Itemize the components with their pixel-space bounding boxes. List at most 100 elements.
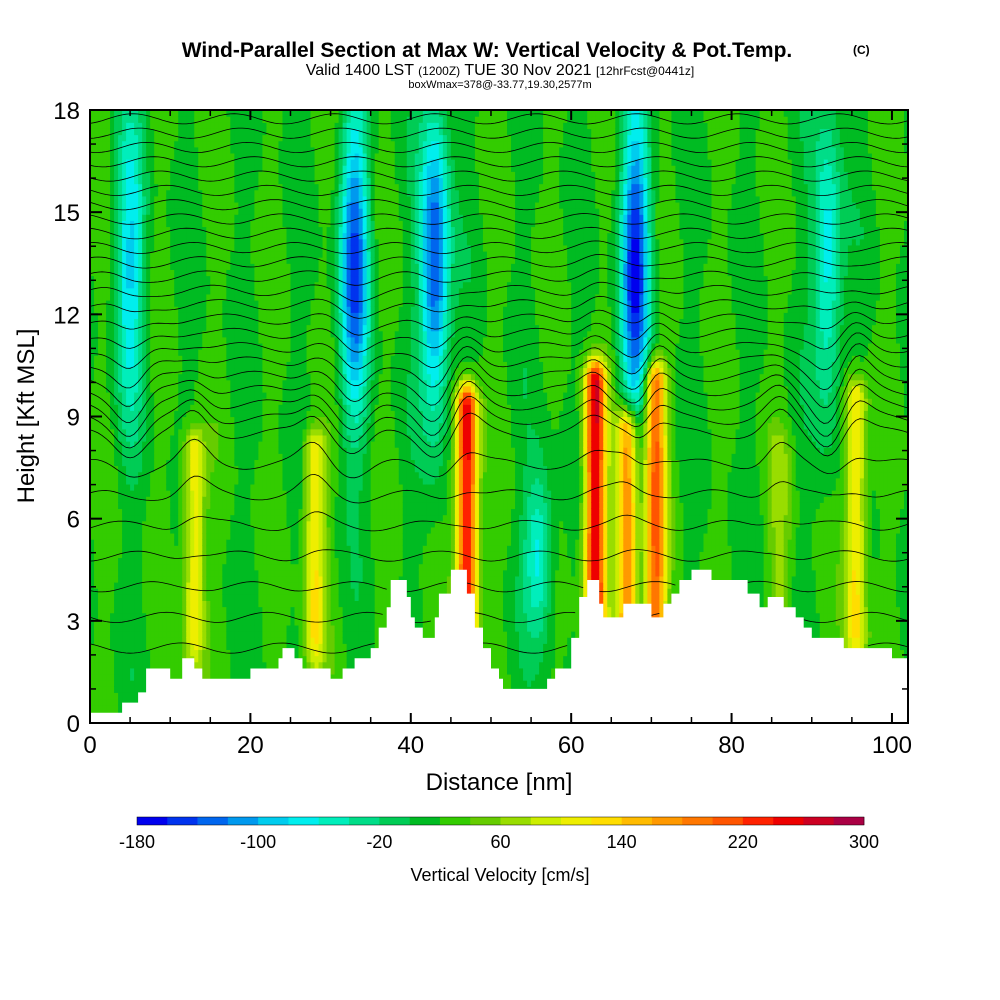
heatmap-cell — [166, 612, 171, 620]
heatmap-cell — [266, 594, 272, 601]
heatmap-cell — [198, 588, 203, 595]
heatmap-cell — [238, 441, 243, 448]
heatmap-cell — [90, 226, 95, 234]
heatmap-cell — [198, 134, 203, 142]
heatmap-cell — [166, 287, 171, 295]
heatmap-cell — [150, 520, 155, 528]
heatmap-cell — [270, 293, 276, 301]
heatmap-cell — [134, 624, 139, 632]
heatmap-cell — [186, 477, 191, 485]
heatmap-cell — [262, 582, 268, 589]
heatmap-cell — [226, 159, 231, 166]
heatmap-cell — [170, 257, 175, 264]
heatmap-cell — [150, 637, 155, 644]
heatmap-cell — [158, 612, 163, 620]
heatmap-cell — [130, 226, 135, 234]
heatmap-cell — [278, 152, 284, 160]
heatmap-cell — [126, 490, 131, 497]
heatmap-cell — [234, 606, 239, 614]
heatmap-cell — [274, 189, 280, 197]
heatmap-cell — [246, 612, 251, 620]
heatmap-cell — [254, 459, 260, 467]
heatmap-cell — [190, 195, 195, 203]
heatmap-cell — [98, 483, 103, 491]
heatmap-cell — [266, 563, 272, 571]
heatmap-cell — [202, 545, 207, 552]
heatmap-cell — [138, 306, 143, 313]
heatmap-cell — [262, 373, 268, 381]
heatmap-cell — [254, 649, 260, 657]
heatmap-cell — [266, 330, 272, 338]
heatmap-cell — [166, 428, 171, 436]
heatmap-cell — [270, 349, 276, 356]
heatmap-cell — [142, 263, 147, 270]
heatmap-cell — [114, 373, 119, 381]
heatmap-cell — [278, 508, 284, 516]
heatmap-cell — [202, 128, 207, 136]
heatmap-cell — [126, 257, 131, 264]
heatmap-cell — [218, 569, 223, 577]
heatmap-cell — [182, 330, 187, 338]
heatmap-cell — [246, 140, 251, 148]
heatmap-cell — [102, 263, 107, 270]
heatmap-cell — [150, 612, 155, 620]
heatmap-cell — [238, 588, 243, 595]
heatmap-cell — [126, 165, 131, 172]
heatmap-cell — [122, 165, 127, 172]
heatmap-cell — [174, 459, 179, 467]
heatmap-cell — [162, 526, 167, 534]
heatmap-cell — [126, 110, 131, 117]
heatmap-cell — [90, 551, 95, 559]
heatmap-cell — [186, 159, 191, 166]
heatmap-cell — [94, 312, 99, 320]
heatmap-cell — [146, 483, 151, 491]
heatmap-cell — [262, 300, 268, 307]
heatmap-cell — [162, 661, 167, 669]
heatmap-cell — [110, 673, 115, 681]
heatmap-cell — [150, 471, 155, 479]
heatmap-cell — [282, 465, 288, 473]
heatmap-cell — [170, 367, 175, 375]
heatmap-cell — [154, 471, 159, 479]
heatmap-cell — [202, 226, 207, 234]
heatmap-cell — [194, 557, 199, 565]
heatmap-cell — [270, 379, 276, 387]
heatmap-cell — [154, 122, 159, 129]
heatmap-cell — [226, 342, 231, 350]
heatmap-cell — [182, 220, 187, 228]
heatmap-cell — [198, 508, 203, 516]
heatmap-cell — [150, 257, 155, 264]
heatmap-cell — [210, 569, 215, 577]
heatmap-cell — [266, 624, 272, 632]
heatmap-cell — [154, 434, 159, 442]
heatmap-cell — [162, 441, 167, 448]
heatmap-cell — [266, 324, 272, 332]
heatmap-cell — [150, 140, 155, 148]
heatmap-cell — [206, 502, 211, 510]
heatmap-cell — [154, 551, 159, 559]
heatmap-cell — [162, 122, 167, 129]
heatmap-cell — [106, 698, 111, 706]
heatmap-cell — [238, 349, 243, 356]
heatmap-cell — [138, 152, 143, 160]
heatmap-cell — [158, 312, 163, 320]
heatmap-cell — [266, 159, 272, 166]
heatmap-cell — [218, 490, 223, 497]
heatmap-cell — [126, 159, 131, 166]
heatmap-cell — [134, 330, 139, 338]
heatmap-cell — [94, 293, 99, 301]
heatmap-cell — [122, 318, 127, 326]
heatmap-cell — [218, 324, 223, 332]
box-info-subtitle: boxWmax=378@-33.77,19.30,2577m — [408, 79, 591, 91]
heatmap-cell — [146, 404, 151, 411]
heatmap-cell — [166, 183, 171, 191]
heatmap-cell — [222, 526, 227, 534]
heatmap-cell — [126, 698, 131, 706]
heatmap-cell — [250, 226, 255, 234]
heatmap-cell — [278, 447, 284, 454]
heatmap-cell — [218, 612, 223, 620]
heatmap-cell — [198, 453, 203, 461]
heatmap-cell — [246, 624, 251, 632]
heatmap-cell — [122, 434, 127, 442]
heatmap-cell — [198, 257, 203, 264]
